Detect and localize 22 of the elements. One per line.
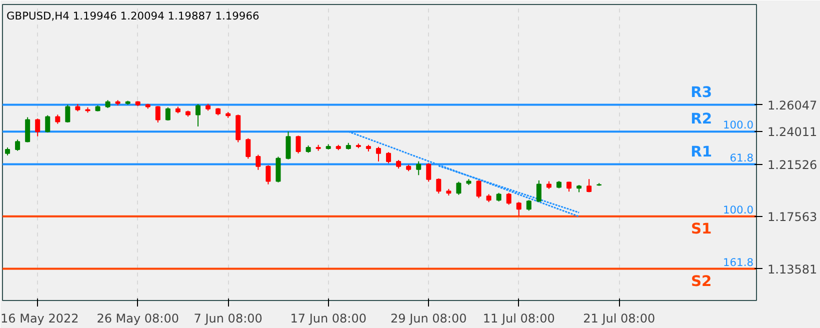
y-tick-label: 1.24011 (768, 125, 818, 140)
ref-line-label: R1 (690, 143, 712, 160)
ref-line-label: R2 (690, 110, 712, 128)
y-tick-label: 1.26047 (768, 98, 818, 112)
ref-line-label: S2 (690, 272, 712, 290)
annotation: 161.8 (722, 256, 754, 269)
y-tick-label: 1.21526 (768, 158, 818, 172)
y-tick-label: 1.13581 (768, 262, 818, 276)
ref-line-label: S1 (690, 220, 712, 238)
x-tick-label: 11 Jul 08:00 (482, 312, 555, 326)
text: GBPUSD,H4 1.19946 1.20094 1.19887 1.19966 (6, 10, 260, 22)
annotation: 100.0 (722, 203, 754, 216)
y-tick-label: 1.17563 (768, 210, 818, 224)
x-tick-label: 7 Jun 08:00 (194, 312, 262, 326)
x-tick-label: 17 Jun 08:00 (290, 312, 366, 326)
x-tick-label: 29 Jun 08:00 (390, 312, 467, 326)
annotation: 100.0 (722, 118, 754, 132)
x-tick-label: 21 Jul 08:00 (583, 312, 656, 326)
ref-line-label: R3 (690, 84, 712, 101)
annotation: 61.8 (730, 151, 754, 164)
x-tick-label: 26 May 08:00 (96, 312, 180, 326)
x-tick-label: 16 May 2022 (0, 312, 79, 326)
